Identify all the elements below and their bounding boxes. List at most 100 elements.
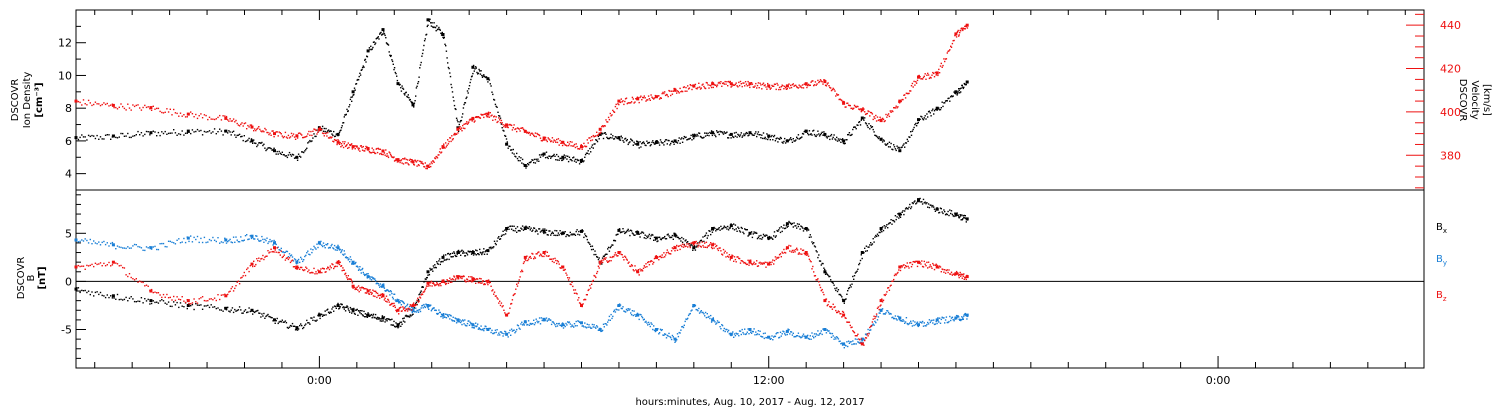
bfield-dot	[724, 226, 726, 229]
velocity-dot	[540, 139, 543, 142]
bfield-dot	[518, 279, 520, 281]
bfield-dot	[693, 245, 696, 247]
bfield-dot	[420, 294, 422, 296]
velocity-dot	[827, 82, 829, 84]
velocity-dot	[738, 81, 740, 84]
density-dot	[398, 83, 400, 85]
bfield-dot	[230, 241, 232, 243]
bfield-dot	[786, 226, 788, 228]
bfield-dot	[871, 243, 874, 245]
density-dot	[256, 145, 258, 148]
bfield-dot	[704, 242, 706, 244]
bfield-dot	[763, 235, 765, 237]
bfield-dot	[676, 244, 678, 247]
bfield-dot	[388, 290, 390, 293]
bfield-dot	[664, 333, 667, 336]
bfield-dot	[347, 259, 349, 261]
density-dot	[315, 135, 317, 138]
velocity-dot	[397, 161, 399, 163]
bfield-dot	[624, 232, 626, 235]
bfield-point	[273, 318, 276, 322]
velocity-dot	[875, 120, 878, 122]
bfield-dot	[292, 266, 295, 268]
velocity-dot	[716, 85, 718, 88]
velocity-dot	[955, 36, 958, 38]
bfield-dot	[406, 308, 408, 310]
bfield-dot	[804, 227, 806, 230]
velocity-dot	[635, 98, 637, 100]
bfield-dot	[715, 230, 717, 232]
bfield-dot	[127, 275, 129, 278]
bfield-dot	[660, 256, 662, 259]
bfield-dot	[308, 269, 310, 271]
bfield-dot	[881, 231, 883, 233]
velocity-dot	[608, 118, 611, 121]
bfield-dot	[893, 221, 896, 223]
velocity-dot	[891, 110, 893, 112]
density-dot	[510, 149, 513, 151]
bfield-dot	[876, 233, 879, 235]
bfield-point	[636, 270, 640, 274]
bfield-dot	[235, 310, 237, 312]
velocity-dot	[580, 144, 582, 146]
velocity-dot	[646, 99, 648, 101]
density-dot	[409, 98, 411, 101]
velocity-dot	[327, 132, 329, 134]
bfield-dot	[190, 305, 192, 307]
bfield-dot	[710, 246, 713, 249]
bfield-dot	[879, 312, 881, 314]
velocity-dot	[477, 116, 480, 118]
bfield-dot	[280, 247, 282, 250]
bfield-dot	[844, 298, 846, 301]
bfield-dot	[530, 227, 532, 229]
bfield-dot	[627, 262, 629, 264]
bfield-dot	[636, 230, 638, 233]
density-dot	[645, 144, 647, 147]
density-dot	[450, 83, 452, 86]
velocity-dot	[462, 124, 464, 127]
velocity-dot	[511, 129, 514, 131]
bfield-dot	[349, 306, 352, 309]
bfield-dot	[379, 294, 381, 297]
bfield-dot	[210, 304, 212, 306]
bfield-dot	[850, 286, 852, 288]
bfield-dot	[351, 312, 353, 314]
bfield-dot	[913, 201, 915, 203]
bfield-dot	[595, 276, 597, 279]
bfield-dot	[727, 331, 729, 333]
bfield-dot	[761, 238, 763, 240]
density-dot	[302, 151, 304, 153]
bfield-dot	[507, 226, 509, 228]
bfield-dot	[681, 236, 683, 239]
velocity-dot	[917, 75, 919, 77]
bfield-dot	[757, 330, 760, 332]
bfield-dot	[483, 329, 485, 332]
density-dot	[675, 141, 677, 143]
bfield-dot	[732, 255, 734, 257]
bfield-dot	[561, 231, 564, 233]
bfield-dot	[919, 321, 921, 323]
bfield-dot	[120, 246, 122, 249]
bfield-dot	[139, 280, 141, 282]
bfield-dot	[833, 284, 835, 286]
bfield-dot	[351, 262, 354, 265]
bfield-dot	[772, 339, 774, 341]
bfield-dot	[76, 265, 78, 268]
velocity-dot	[388, 151, 390, 153]
density-dot	[926, 113, 928, 115]
bfield-dot	[207, 304, 209, 307]
bfield-point	[617, 228, 621, 232]
bfield-dot	[302, 269, 304, 271]
velocity-dot	[922, 76, 925, 79]
bfield-dot	[331, 308, 333, 310]
density-dot	[283, 154, 285, 156]
velocity-point	[954, 32, 958, 36]
bfield-dot	[509, 225, 511, 228]
velocity-dot	[908, 92, 910, 95]
bfield-dot	[640, 314, 642, 316]
bfield-dot	[690, 242, 692, 244]
velocity-dot	[509, 123, 511, 126]
bfield-dot	[918, 200, 920, 203]
velocity-dot	[895, 105, 897, 107]
